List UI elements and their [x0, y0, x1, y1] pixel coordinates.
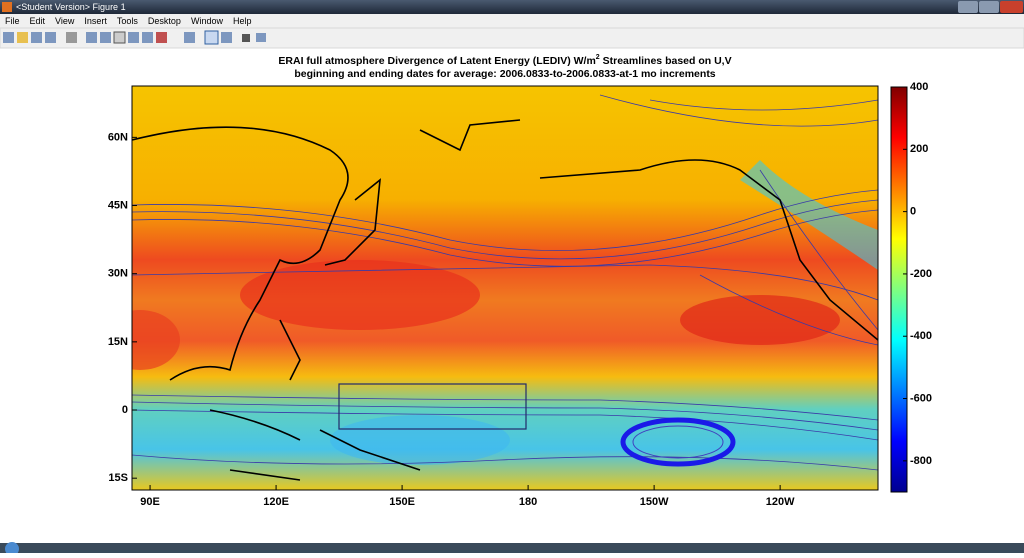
tool-button[interactable]: [31, 32, 42, 43]
menu-item[interactable]: File: [5, 16, 20, 26]
y-tick-label: 45N: [108, 199, 128, 211]
region-box: [338, 383, 527, 430]
menu-item[interactable]: Desktop: [148, 16, 181, 26]
tool-button[interactable]: [86, 32, 97, 43]
colorbar-tick-label: -400: [910, 330, 932, 342]
x-tick-label: 120E: [263, 496, 289, 508]
field-feature: [240, 260, 480, 330]
field-feature: [680, 295, 840, 345]
menu-item[interactable]: Insert: [84, 16, 107, 26]
tool-button[interactable]: [221, 32, 232, 43]
menu-item[interactable]: Tools: [117, 16, 139, 26]
axes: 90E 120E 150E 180 150W 120W 60N 45N 30N 15N 0 15S: [108, 131, 795, 508]
figure-title: ERAI full atmosphere Divergence of Laten…: [278, 54, 731, 67]
colorbar-tick-label: -800: [910, 455, 932, 467]
window-title: <Student Version> Figure 1: [16, 2, 126, 12]
toolbar-buttons: [3, 30, 266, 45]
toolbar: [0, 27, 1024, 49]
x-tick-label: 120W: [766, 496, 795, 508]
menu-item[interactable]: Edit: [30, 16, 46, 26]
y-tick-label: 0: [122, 404, 128, 416]
tool-button[interactable]: [256, 33, 266, 42]
tool-button[interactable]: [113, 31, 126, 44]
colorbar-tick-label: 0: [910, 206, 916, 218]
tool-button[interactable]: [242, 34, 250, 42]
streamline-loop: [632, 425, 724, 459]
colorbar-tick-label: 200: [910, 143, 928, 155]
close-button[interactable]: [1000, 1, 1023, 13]
map-frame: [131, 85, 879, 491]
tool-button[interactable]: [17, 32, 28, 43]
title-part: ERAI full atmosphere Divergence of Laten…: [278, 55, 595, 67]
field-feature: [740, 160, 878, 270]
field-feature: [132, 310, 180, 370]
menu-item[interactable]: Help: [233, 16, 252, 26]
menu-item[interactable]: Window: [191, 16, 224, 26]
colorbar-tick-label: 400: [910, 81, 928, 93]
tool-button[interactable]: [3, 32, 14, 43]
colorbar: [890, 86, 908, 493]
menu-item[interactable]: View: [55, 16, 75, 26]
y-tick-label: 15N: [108, 336, 128, 348]
colorbar-tick-label: -600: [910, 392, 932, 404]
title-part: Streamlines based on U,V: [600, 55, 732, 67]
menu: File Edit View Insert Tools Desktop Window Help: [5, 16, 251, 26]
taskbar: [0, 543, 1024, 553]
x-tick-label: 150E: [389, 496, 415, 508]
colorbar-ticks: 400 200 0 -200 -400 -600 -800: [903, 81, 932, 467]
title-superscript: 2: [596, 54, 600, 61]
y-tick-label: 15S: [108, 472, 128, 484]
field-feature: [330, 415, 510, 465]
maximize-button[interactable]: [979, 1, 999, 13]
tool-button[interactable]: [204, 30, 219, 45]
coastlines: [132, 119, 878, 481]
colorbar-tick-label: -200: [910, 268, 932, 280]
x-tick-label: 180: [519, 496, 537, 508]
y-tick-label: 60N: [108, 131, 128, 143]
x-tick-label: 150W: [640, 496, 669, 508]
x-tick-label: 90E: [140, 496, 160, 508]
y-tick-label: 30N: [108, 268, 128, 280]
app-icon: [2, 2, 12, 12]
tool-button[interactable]: [142, 32, 153, 43]
tool-button[interactable]: [66, 32, 77, 43]
tool-button[interactable]: [184, 32, 195, 43]
map: [132, 86, 878, 490]
tool-button[interactable]: [45, 32, 56, 43]
menu-bar: [0, 14, 1024, 28]
minimize-button[interactable]: [958, 1, 978, 13]
tool-button[interactable]: [100, 32, 111, 43]
title-bar: [0, 0, 1024, 14]
tool-button[interactable]: [128, 32, 139, 43]
tool-button[interactable]: [156, 32, 167, 43]
figure-subtitle: beginning and ending dates for average: …: [294, 68, 715, 80]
streamline-loop: [620, 417, 736, 467]
